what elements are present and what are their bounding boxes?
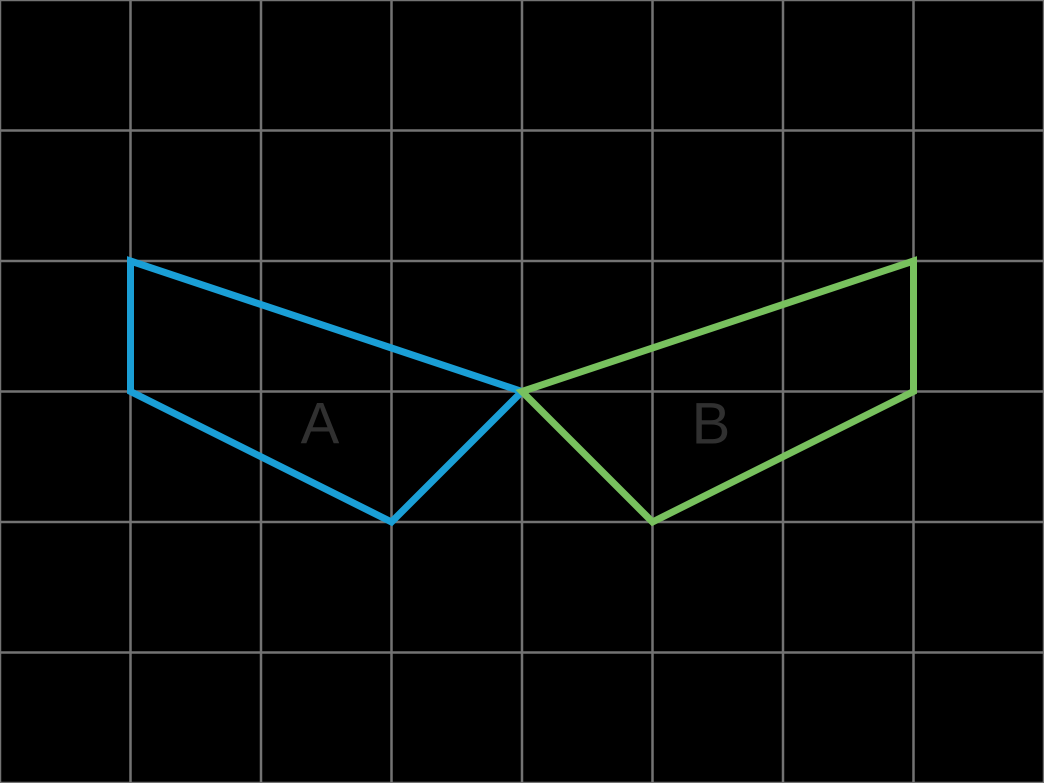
shape-a-label: A — [301, 392, 340, 457]
shape-b-outline — [515, 256, 917, 527]
shape-a-outline — [127, 256, 529, 527]
shape-b-label: B — [692, 392, 731, 457]
